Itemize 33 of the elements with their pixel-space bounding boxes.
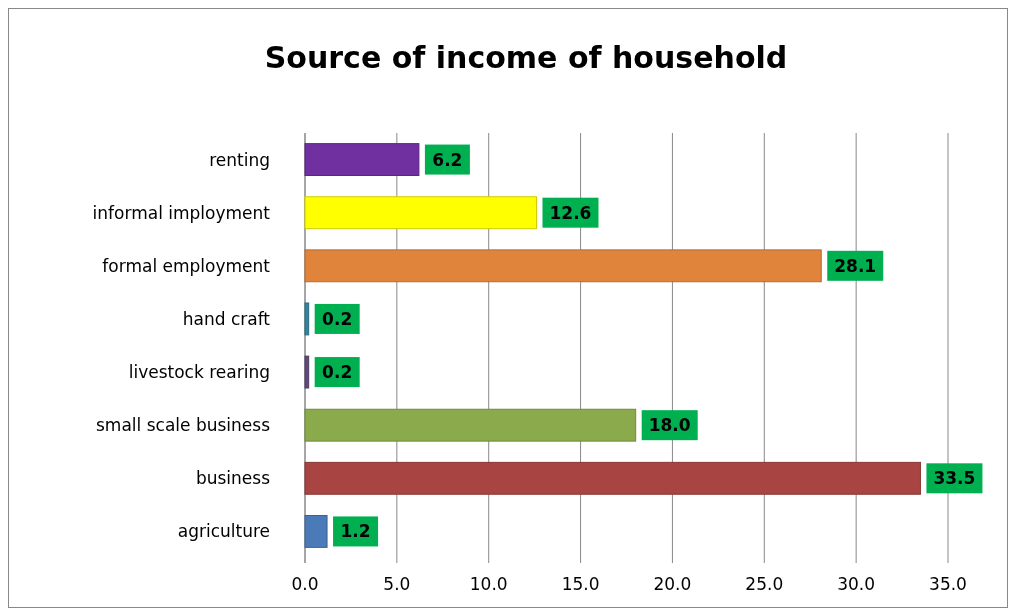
bar bbox=[304, 408, 637, 442]
y-tick-label: small scale business bbox=[96, 415, 271, 436]
y-tick-label: livestock rearing bbox=[128, 362, 270, 383]
x-tick-label: 10.0 bbox=[469, 574, 508, 594]
y-tick-label: hand craft bbox=[182, 308, 271, 329]
y-tick-label: renting bbox=[209, 149, 270, 170]
bar bbox=[304, 355, 310, 389]
data-label: 0.2 bbox=[322, 308, 353, 329]
bar bbox=[304, 515, 328, 548]
x-tick-label: 35.0 bbox=[929, 574, 967, 594]
data-label: 28.1 bbox=[834, 255, 877, 276]
x-tick-label: 0.0 bbox=[291, 574, 319, 594]
x-tick-label: 30.0 bbox=[837, 574, 876, 594]
bar bbox=[304, 302, 310, 336]
y-tick-label: formal employment bbox=[102, 255, 271, 276]
data-label: 12.6 bbox=[549, 202, 592, 223]
chart-title: Source of income of household bbox=[264, 40, 788, 75]
y-tick-label: agriculture bbox=[177, 521, 270, 542]
data-label: 33.5 bbox=[933, 468, 976, 489]
y-tick-label: informal imployment bbox=[92, 202, 271, 223]
data-label: 6.2 bbox=[432, 149, 463, 170]
data-label: 0.2 bbox=[322, 362, 353, 383]
x-tick-label: 15.0 bbox=[561, 574, 600, 594]
y-tick-label: business bbox=[195, 468, 271, 489]
x-tick-label: 25.0 bbox=[745, 574, 784, 594]
bar bbox=[304, 143, 420, 176]
x-tick-label: 5.0 bbox=[383, 574, 411, 594]
x-tick-label: 20.0 bbox=[653, 574, 692, 594]
data-label: 18.0 bbox=[648, 415, 691, 436]
bar bbox=[304, 249, 822, 283]
bar bbox=[304, 196, 537, 230]
bar bbox=[304, 461, 921, 495]
data-label: 1.2 bbox=[340, 521, 371, 542]
